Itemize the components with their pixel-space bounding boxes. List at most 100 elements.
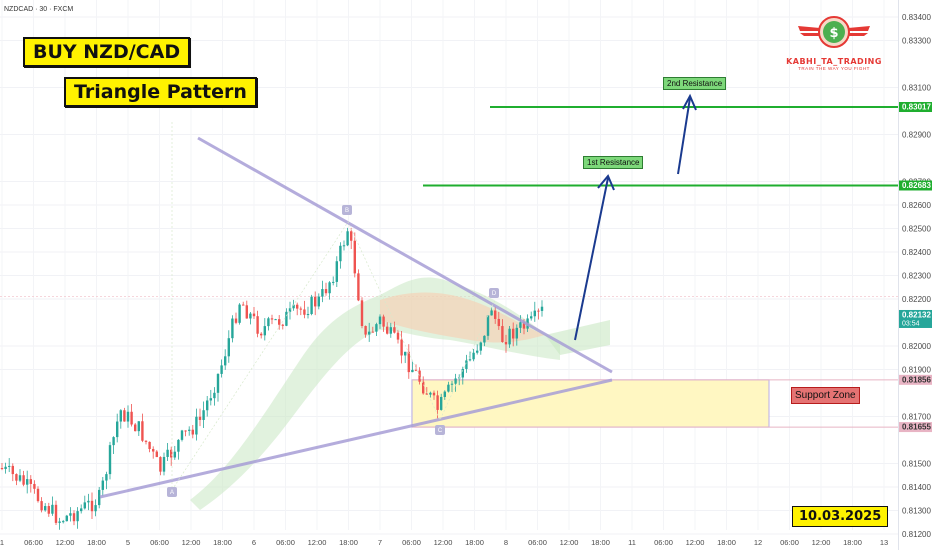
candle-body xyxy=(166,449,169,457)
price-tick: 0.81400 xyxy=(902,483,931,492)
pattern-point-bg xyxy=(489,288,499,298)
candle-body xyxy=(40,501,43,511)
candle-body xyxy=(227,338,230,357)
logo-name: KABHI_TA_TRADING xyxy=(786,57,882,66)
time-label: 06:00 xyxy=(528,538,547,547)
price-tick: 0.82000 xyxy=(902,342,931,351)
candle-body xyxy=(29,479,32,484)
candle-body xyxy=(54,504,58,523)
candle-body xyxy=(209,398,212,401)
time-label: 06:00 xyxy=(276,538,295,547)
ichimoku-cloud xyxy=(190,277,610,510)
candle-body xyxy=(180,430,184,440)
time-label: 12 xyxy=(754,538,762,547)
time-label: 18:00 xyxy=(339,538,358,547)
time-label: 12:00 xyxy=(434,538,453,547)
cloud-orange xyxy=(380,292,545,343)
price-badge: 0.81655 xyxy=(902,423,931,432)
candle-body xyxy=(98,489,101,506)
candlesticks xyxy=(0,227,544,530)
price-tick: 0.81900 xyxy=(902,366,931,375)
pattern-point-b: B xyxy=(345,208,349,214)
candle-body xyxy=(465,360,468,369)
candle-body xyxy=(130,411,133,425)
candle-body xyxy=(76,511,79,522)
price-badge-bg xyxy=(899,374,932,385)
candle-body xyxy=(188,429,191,431)
candle-body xyxy=(461,368,464,378)
candle-body xyxy=(472,352,475,360)
candle-body xyxy=(368,331,371,335)
candle-body xyxy=(296,304,299,309)
time-label: 18:00 xyxy=(843,538,862,547)
pattern-point-bg xyxy=(342,205,352,215)
candle-body xyxy=(418,370,421,382)
candle-body xyxy=(137,421,140,432)
candle-body xyxy=(141,421,144,441)
candle-body xyxy=(483,335,486,343)
time-label: 1 xyxy=(0,538,4,547)
candle-body xyxy=(267,318,270,327)
time-label: 12:00 xyxy=(56,538,75,547)
price-tick: 0.83100 xyxy=(902,84,931,93)
candle-body xyxy=(450,383,454,385)
candle-body xyxy=(328,282,331,294)
time-label: 12:00 xyxy=(182,538,201,547)
candle-body xyxy=(479,342,482,351)
time-label: 18:00 xyxy=(465,538,484,547)
candle-body xyxy=(321,289,324,297)
candle-body xyxy=(494,310,497,319)
candle-body xyxy=(242,304,245,306)
candle-body xyxy=(87,500,90,503)
candle-body xyxy=(72,513,76,522)
candle-body xyxy=(90,500,94,512)
candle-body xyxy=(278,319,281,325)
candle-body xyxy=(292,304,295,309)
time-axis: 1 06:00 12:00 18:00 5 06:00 12:00 18:00 6 06:00 12… xyxy=(0,538,888,547)
price-tick: 0.82300 xyxy=(902,272,931,281)
time-label: 18:00 xyxy=(87,538,106,547)
candle-body xyxy=(476,350,479,353)
time-label: 18:00 xyxy=(717,538,736,547)
candle-body xyxy=(51,504,54,514)
candle-body xyxy=(249,313,252,319)
candle-body xyxy=(33,483,36,489)
candle-body xyxy=(357,273,360,301)
candle-body xyxy=(281,324,284,326)
candle-body xyxy=(44,506,47,511)
time-label: 06:00 xyxy=(654,538,673,547)
price-tick: 0.83400 xyxy=(902,13,931,22)
price-badge: 0.82132 xyxy=(902,310,931,319)
candle-body xyxy=(0,468,4,470)
support-zone-box xyxy=(411,379,770,428)
candle-body xyxy=(288,308,292,312)
candle-body xyxy=(152,448,155,452)
candle-body xyxy=(8,465,11,467)
candle-body xyxy=(184,430,187,432)
candle-body xyxy=(468,359,472,361)
price-axis[interactable]: 0.834000.833000.831000.829000.827000.826… xyxy=(898,0,932,550)
arrow-to-first-resistance xyxy=(574,177,609,341)
candle-body xyxy=(15,474,18,481)
candle-body xyxy=(22,475,25,485)
candle-body xyxy=(522,322,526,329)
candle-body xyxy=(18,475,22,481)
candle-body xyxy=(396,332,400,340)
candle-body xyxy=(436,395,439,410)
price-badge-countdown: 03:54 xyxy=(902,320,920,327)
candle-body xyxy=(432,392,436,396)
support-zone-label: Support Zone xyxy=(791,387,860,404)
pattern-point-bg xyxy=(435,425,445,435)
time-label: 12:00 xyxy=(560,538,579,547)
time-label: 06:00 xyxy=(24,538,43,547)
candle-body xyxy=(501,326,504,343)
candle-body xyxy=(393,327,396,333)
candle-body xyxy=(324,289,328,294)
price-tick: 0.82400 xyxy=(902,248,931,257)
pattern-point-a: A xyxy=(170,490,174,496)
candle-body xyxy=(306,314,310,316)
candle-body xyxy=(440,396,443,410)
price-badge-bg xyxy=(899,422,932,433)
candle-body xyxy=(353,240,356,274)
